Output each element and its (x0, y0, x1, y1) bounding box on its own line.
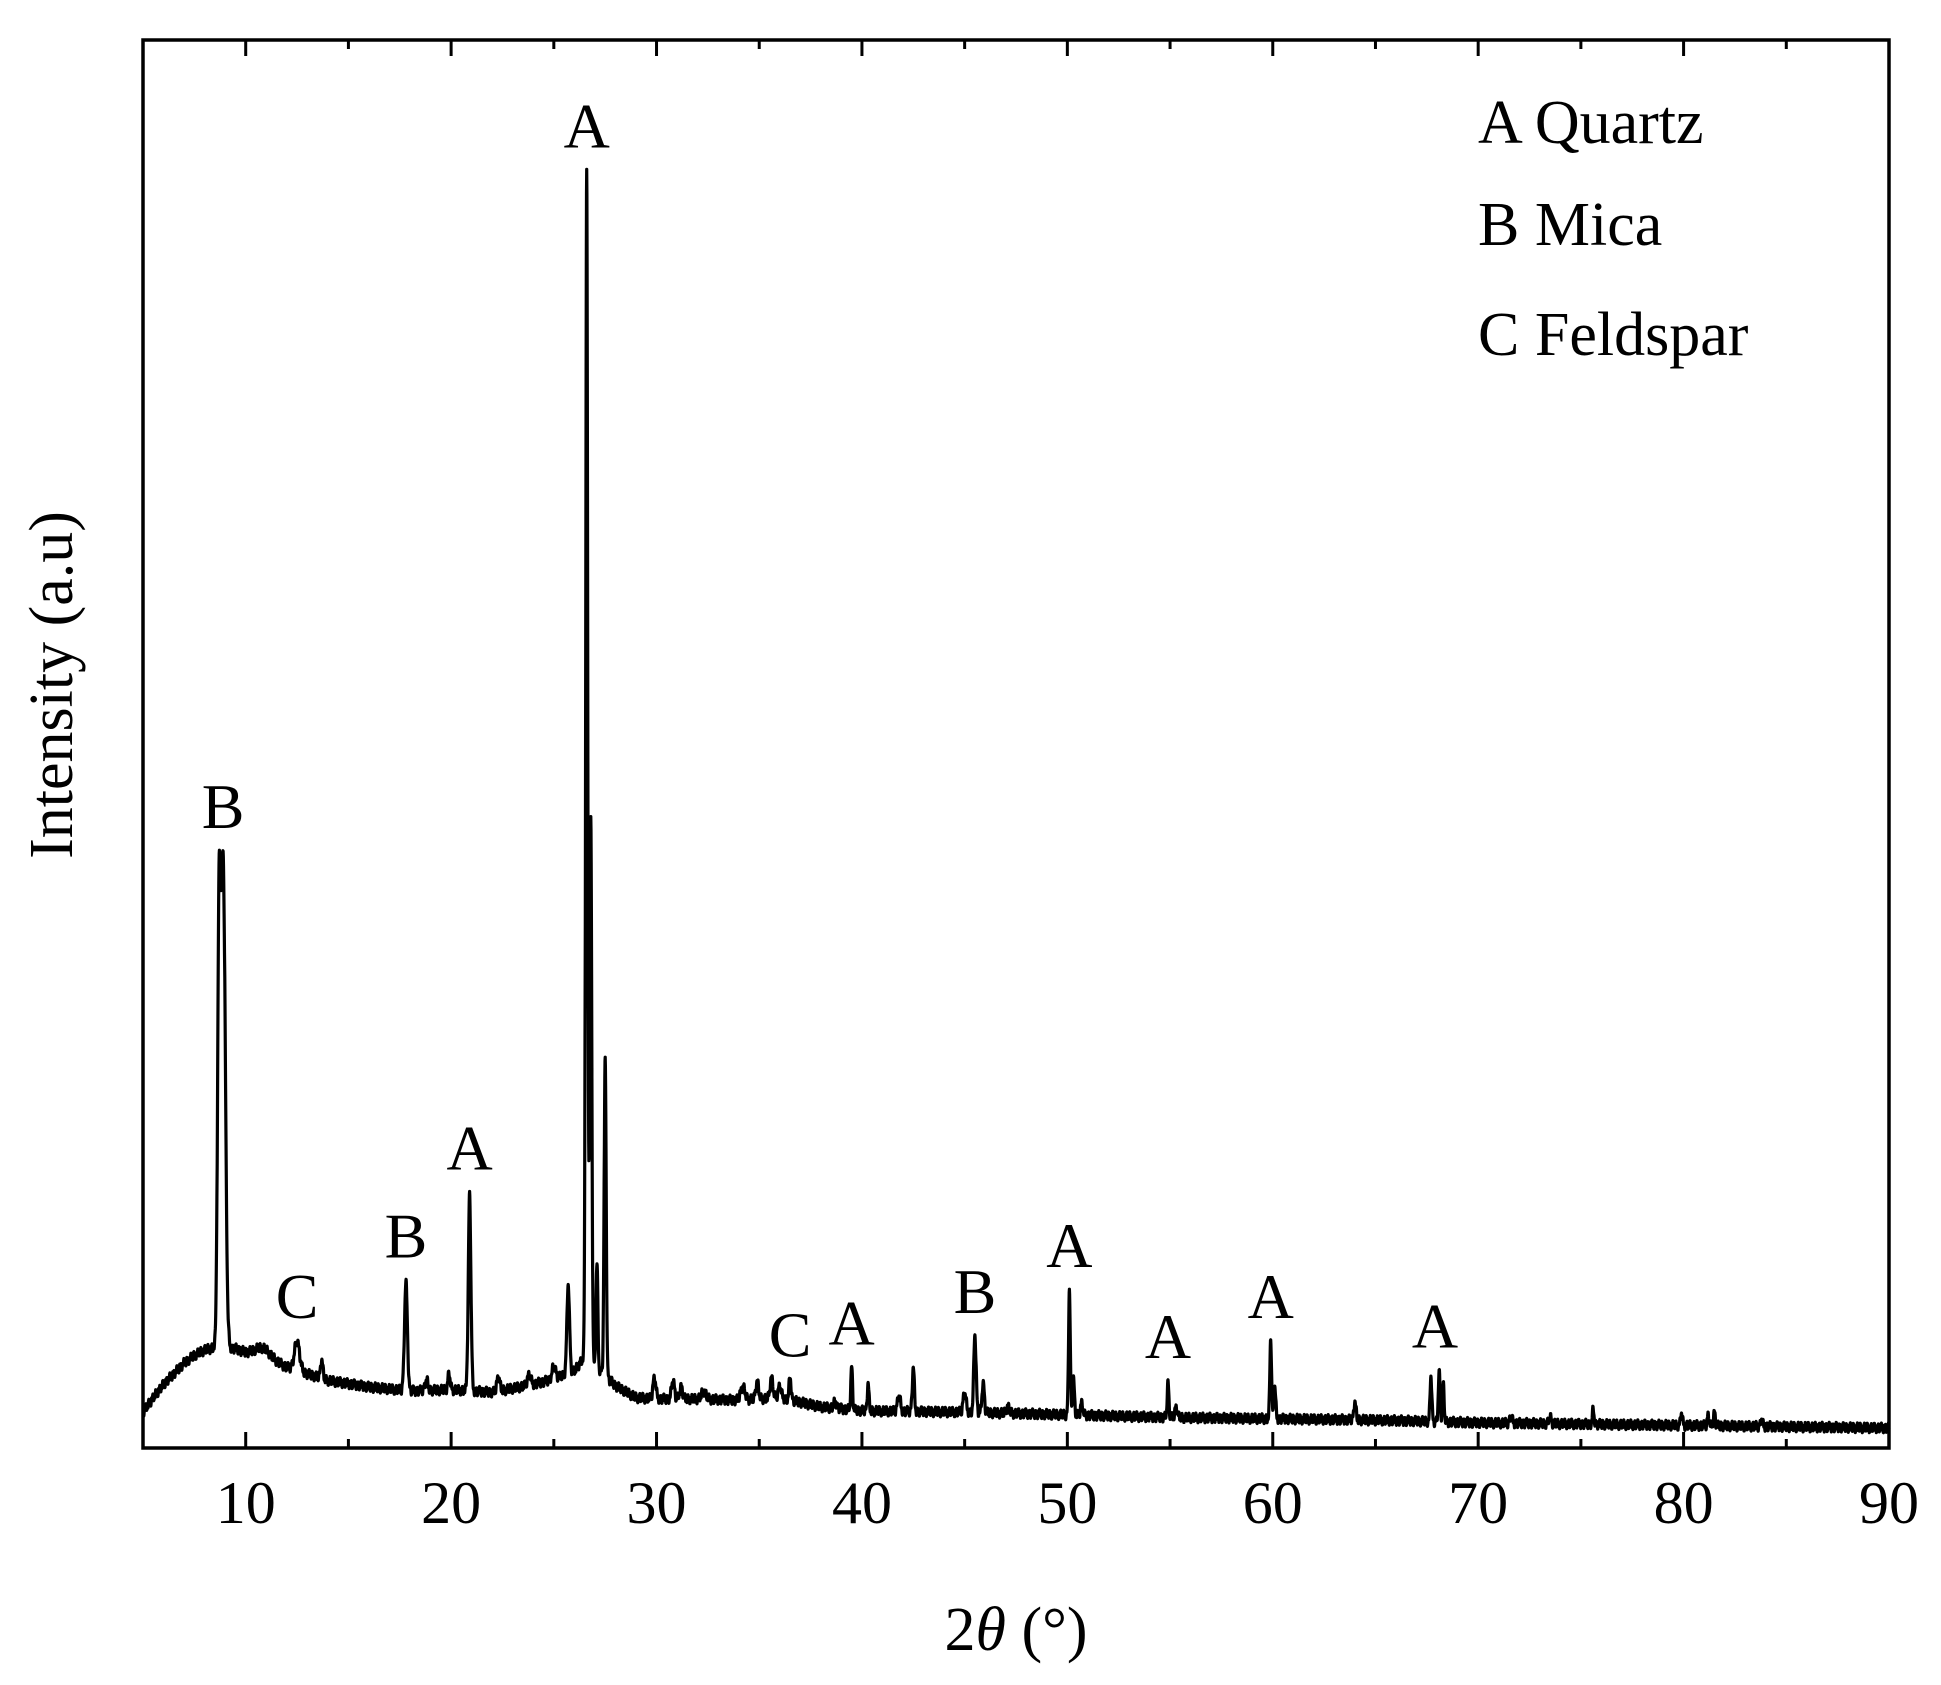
x-tick-label: 10 (216, 1470, 276, 1536)
peak-label: B (954, 1256, 997, 1327)
y-axis-title: Intensity (a.u) (18, 511, 86, 859)
legend-entry-mica: B Mica (1478, 191, 1662, 259)
x-tick-label: 60 (1243, 1470, 1303, 1536)
peak-label: A (1145, 1301, 1191, 1372)
legend: A Quartz B Mica C Feldspar (1478, 89, 1749, 369)
peak-label: A (1412, 1291, 1458, 1362)
plot-frame (141, 38, 1891, 1450)
legend-entry-feldspar: C Feldspar (1478, 301, 1749, 369)
peak-label: B (202, 771, 245, 842)
series-line (141, 167, 1891, 1435)
x-tick-label: 50 (1037, 1470, 1097, 1536)
peak-label: B (385, 1200, 428, 1271)
x-tick-labels: 10 20 30 40 50 60 70 80 90 (216, 1470, 1919, 1536)
x-tick-label: 40 (832, 1470, 892, 1536)
peak-label: A (829, 1288, 875, 1359)
x-tick-label: 20 (421, 1470, 481, 1536)
x-tick-label: 30 (627, 1470, 687, 1536)
peak-label: A (564, 90, 610, 161)
peak-label: A (1046, 1210, 1092, 1281)
x-tick-label: 90 (1859, 1470, 1919, 1536)
x-axis-title-theta: θ (975, 1596, 1005, 1664)
peak-label: C (769, 1299, 812, 1370)
peak-label: A (446, 1113, 492, 1184)
x-axis-title-prefix: 2 (944, 1596, 975, 1664)
peak-label: C (276, 1261, 319, 1332)
x-tick-label: 80 (1654, 1470, 1714, 1536)
x-axis-title: 2θ (°) (944, 1596, 1087, 1664)
x-tick-label: 70 (1448, 1470, 1508, 1536)
peak-label: A (1248, 1261, 1294, 1332)
x-axis-title-suffix: (°) (1006, 1596, 1088, 1664)
legend-entry-quartz: A Quartz (1478, 89, 1704, 157)
